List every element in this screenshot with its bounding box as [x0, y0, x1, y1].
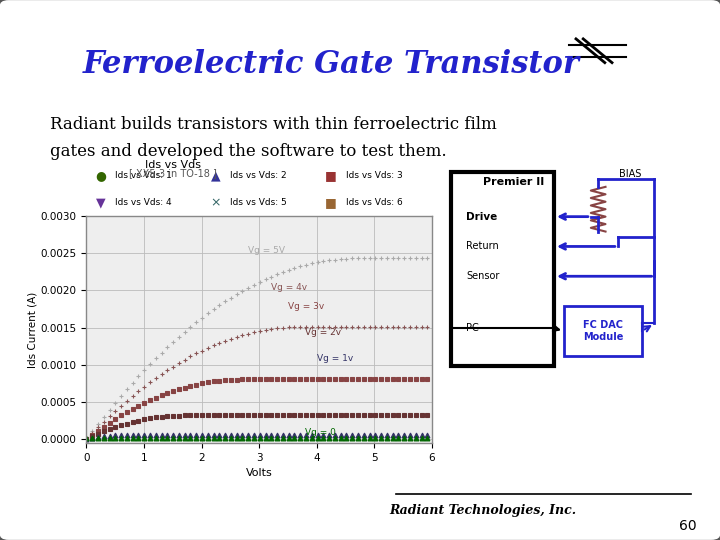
- Text: Ids vs Vds: 2: Ids vs Vds: 2: [230, 171, 287, 180]
- Text: Vg = 3v: Vg = 3v: [288, 302, 324, 311]
- Text: [ XX5-3 in TO-18 ]: [ XX5-3 in TO-18 ]: [129, 168, 217, 178]
- Text: Ferroelectric Gate Transistor: Ferroelectric Gate Transistor: [83, 49, 580, 80]
- Text: Premier II: Premier II: [483, 177, 544, 187]
- FancyBboxPatch shape: [564, 306, 642, 356]
- Text: BIAS: BIAS: [618, 170, 642, 179]
- Text: Ids vs Vds: 1: Ids vs Vds: 1: [115, 171, 172, 180]
- Text: ×: ×: [211, 196, 221, 209]
- FancyBboxPatch shape: [451, 172, 554, 366]
- Text: FC DAC
Module: FC DAC Module: [583, 320, 624, 342]
- Text: Vg = 5V: Vg = 5V: [248, 246, 284, 255]
- Text: 60: 60: [679, 519, 696, 534]
- Text: Return: Return: [466, 241, 499, 252]
- Text: Vg = 4v: Vg = 4v: [271, 284, 307, 292]
- Y-axis label: Ids Current (A): Ids Current (A): [28, 291, 37, 368]
- Text: Vg = 0: Vg = 0: [305, 428, 336, 437]
- Text: ■: ■: [325, 169, 337, 182]
- Text: Sensor: Sensor: [466, 271, 500, 281]
- Text: Ids vs Vds: 4: Ids vs Vds: 4: [115, 198, 172, 207]
- Text: ▼: ▼: [96, 196, 106, 209]
- Text: Vg = 2v: Vg = 2v: [305, 328, 341, 337]
- Text: ■: ■: [325, 196, 337, 209]
- X-axis label: Volts: Volts: [246, 468, 273, 478]
- Text: Vg = 1v: Vg = 1v: [317, 354, 353, 363]
- Text: Ids vs Vds: Ids vs Vds: [145, 160, 201, 170]
- Text: ●: ●: [95, 169, 107, 182]
- Text: Ids vs Vds: 3: Ids vs Vds: 3: [346, 171, 402, 180]
- Text: ▲: ▲: [211, 169, 221, 182]
- Text: Radiant builds transistors with thin ferroelectric film: Radiant builds transistors with thin fer…: [50, 116, 497, 133]
- Text: Drive: Drive: [466, 212, 498, 221]
- Text: PC: PC: [466, 323, 479, 333]
- Text: Radiant Technologies, Inc.: Radiant Technologies, Inc.: [389, 504, 576, 517]
- Text: Ids vs Vds: 5: Ids vs Vds: 5: [230, 198, 287, 207]
- Text: gates and developed the software to test them.: gates and developed the software to test…: [50, 143, 447, 160]
- Text: Ids vs Vds: 6: Ids vs Vds: 6: [346, 198, 402, 207]
